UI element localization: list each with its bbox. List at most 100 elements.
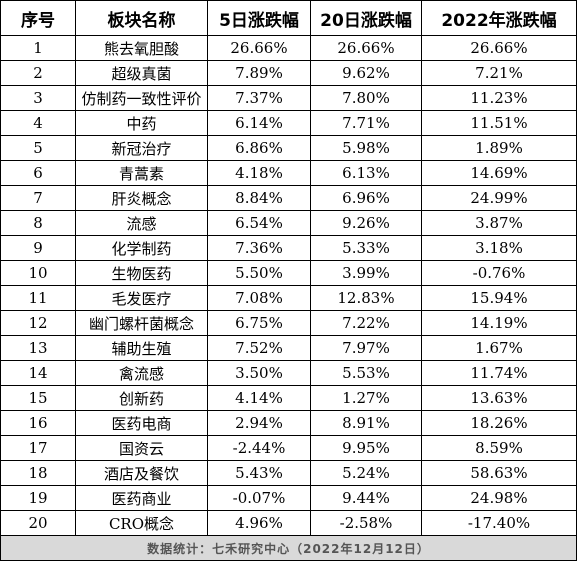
change-2022-cell: 1.89% <box>421 135 577 161</box>
change-2022-cell: 7.21% <box>421 60 577 86</box>
table-row: 15 创新药 4.14% 1.27% 13.63% <box>0 385 577 411</box>
change-20day-cell: 1.27% <box>310 385 422 411</box>
change-2022-cell: 1.67% <box>421 335 577 361</box>
row-index-cell: 19 <box>0 485 76 511</box>
row-index-cell: 13 <box>0 335 76 361</box>
row-index-cell: 6 <box>0 160 76 186</box>
row-index-cell: 8 <box>0 210 76 236</box>
row-index-cell: 20 <box>0 510 76 536</box>
table-row: 2 超级真菌 7.89% 9.62% 7.21% <box>0 60 577 86</box>
table-row: 12 幽门螺杆菌概念 6.75% 7.22% 14.19% <box>0 310 577 336</box>
change-20day-cell: 5.53% <box>310 360 422 386</box>
change-20day-cell: 7.71% <box>310 110 422 136</box>
change-5day-cell: 7.52% <box>207 335 311 361</box>
change-2022-cell: 24.98% <box>421 485 577 511</box>
change-20day-cell: 26.66% <box>310 35 422 61</box>
change-2022-cell: -0.76% <box>421 260 577 286</box>
change-2022-cell: 15.94% <box>421 285 577 311</box>
change-5day-cell: 7.89% <box>207 60 311 86</box>
sector-name-cell: 医药电商 <box>75 410 208 436</box>
header-sector-name: 板块名称 <box>75 0 208 36</box>
sector-name-cell: 生物医药 <box>75 260 208 286</box>
sector-name-cell: CRO概念 <box>75 510 208 536</box>
table-row: 4 中药 6.14% 7.71% 11.51% <box>0 110 577 136</box>
data-source-note: 数据统计：七禾研究中心（2022年12月12日） <box>0 535 577 561</box>
change-20day-cell: 5.33% <box>310 235 422 261</box>
change-20day-cell: 5.24% <box>310 460 422 486</box>
change-20day-cell: 12.83% <box>310 285 422 311</box>
row-index-cell: 4 <box>0 110 76 136</box>
change-2022-cell: 18.26% <box>421 410 577 436</box>
row-index-cell: 5 <box>0 135 76 161</box>
sector-name-cell: 超级真菌 <box>75 60 208 86</box>
change-20day-cell: 9.95% <box>310 435 422 461</box>
change-5day-cell: 4.96% <box>207 510 311 536</box>
row-index-cell: 11 <box>0 285 76 311</box>
sector-name-cell: 化学制药 <box>75 235 208 261</box>
header-row: 序号 板块名称 5日涨跌幅 20日涨跌幅 2022年涨跌幅 <box>0 0 577 36</box>
change-20day-cell: 8.91% <box>310 410 422 436</box>
change-20day-cell: 9.44% <box>310 485 422 511</box>
change-2022-cell: 14.69% <box>421 160 577 186</box>
row-index-cell: 18 <box>0 460 76 486</box>
row-index-cell: 3 <box>0 85 76 111</box>
row-index-cell: 9 <box>0 235 76 261</box>
table-row: 13 辅助生殖 7.52% 7.97% 1.67% <box>0 335 577 361</box>
sector-name-cell: 青蒿素 <box>75 160 208 186</box>
row-index-cell: 12 <box>0 310 76 336</box>
table-row: 8 流感 6.54% 9.26% 3.87% <box>0 210 577 236</box>
change-2022-cell: 14.19% <box>421 310 577 336</box>
sector-name-cell: 酒店及餐饮 <box>75 460 208 486</box>
sector-name-cell: 仿制药一致性评价 <box>75 85 208 111</box>
sector-name-cell: 毛发医疗 <box>75 285 208 311</box>
table-row: 11 毛发医疗 7.08% 12.83% 15.94% <box>0 285 577 311</box>
table-row: 17 国资云 -2.44% 9.95% 8.59% <box>0 435 577 461</box>
row-index-cell: 14 <box>0 360 76 386</box>
footer-row: 数据统计：七禾研究中心（2022年12月12日） <box>0 535 577 561</box>
change-5day-cell: 7.37% <box>207 85 311 111</box>
header-20day-change: 20日涨跌幅 <box>310 0 422 36</box>
change-2022-cell: 13.63% <box>421 385 577 411</box>
table-row: 10 生物医药 5.50% 3.99% -0.76% <box>0 260 577 286</box>
change-5day-cell: 7.08% <box>207 285 311 311</box>
table-row: 16 医药电商 2.94% 8.91% 18.26% <box>0 410 577 436</box>
change-20day-cell: 7.80% <box>310 85 422 111</box>
change-5day-cell: 26.66% <box>207 35 311 61</box>
table-row: 18 酒店及餐饮 5.43% 5.24% 58.63% <box>0 460 577 486</box>
change-20day-cell: -2.58% <box>310 510 422 536</box>
change-2022-cell: 26.66% <box>421 35 577 61</box>
change-2022-cell: 11.23% <box>421 85 577 111</box>
table-row: 1 熊去氧胆酸 26.66% 26.66% 26.66% <box>0 35 577 61</box>
row-index-cell: 2 <box>0 60 76 86</box>
sector-name-cell: 辅助生殖 <box>75 335 208 361</box>
change-20day-cell: 9.62% <box>310 60 422 86</box>
change-5day-cell: 4.18% <box>207 160 311 186</box>
sector-name-cell: 新冠治疗 <box>75 135 208 161</box>
change-20day-cell: 5.98% <box>310 135 422 161</box>
row-index-cell: 10 <box>0 260 76 286</box>
table-row: 3 仿制药一致性评价 7.37% 7.80% 11.23% <box>0 85 577 111</box>
change-20day-cell: 9.26% <box>310 210 422 236</box>
row-index-cell: 17 <box>0 435 76 461</box>
sector-name-cell: 熊去氧胆酸 <box>75 35 208 61</box>
change-2022-cell: 58.63% <box>421 460 577 486</box>
sector-name-cell: 创新药 <box>75 385 208 411</box>
sector-name-cell: 医药商业 <box>75 485 208 511</box>
sector-name-cell: 中药 <box>75 110 208 136</box>
table-row: 14 禽流感 3.50% 5.53% 11.74% <box>0 360 577 386</box>
row-index-cell: 7 <box>0 185 76 211</box>
row-index-cell: 16 <box>0 410 76 436</box>
header-5day-change: 5日涨跌幅 <box>207 0 311 36</box>
change-20day-cell: 6.96% <box>310 185 422 211</box>
change-5day-cell: 8.84% <box>207 185 311 211</box>
change-5day-cell: 6.86% <box>207 135 311 161</box>
change-2022-cell: 24.99% <box>421 185 577 211</box>
header-2022-change: 2022年涨跌幅 <box>421 0 577 36</box>
change-2022-cell: 11.74% <box>421 360 577 386</box>
sector-name-cell: 幽门螺杆菌概念 <box>75 310 208 336</box>
change-5day-cell: -2.44% <box>207 435 311 461</box>
change-20day-cell: 3.99% <box>310 260 422 286</box>
row-index-cell: 1 <box>0 35 76 61</box>
table-row: 6 青蒿素 4.18% 6.13% 14.69% <box>0 160 577 186</box>
